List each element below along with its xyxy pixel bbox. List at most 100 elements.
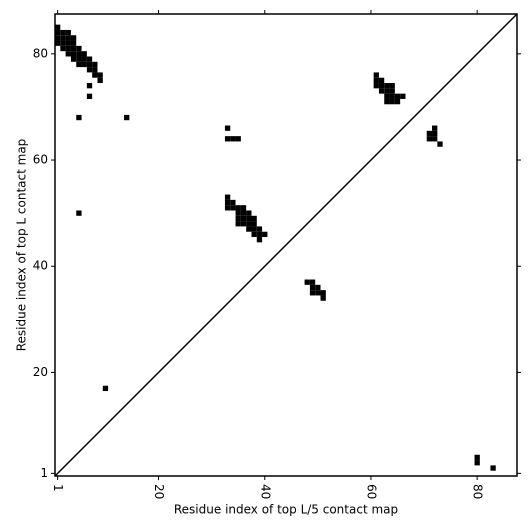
- contact-cell: [81, 51, 87, 57]
- contact-cell: [490, 465, 496, 471]
- contact-cell: [65, 35, 71, 41]
- contact-cell: [60, 35, 66, 41]
- y-tick-label: 80: [33, 46, 48, 60]
- contact-cell: [97, 77, 103, 84]
- contact-cell: [262, 231, 268, 238]
- contact-cell: [320, 295, 326, 301]
- contact-cell: [70, 35, 77, 41]
- contact-cell: [224, 199, 231, 206]
- contact-cell: [378, 88, 385, 94]
- contact-cell: [315, 284, 321, 291]
- contact-cell: [55, 24, 61, 30]
- contact-cell: [251, 226, 257, 232]
- x-tick-label: 1: [51, 484, 65, 492]
- contact-cell: [304, 279, 310, 285]
- contact-cell: [373, 77, 379, 84]
- contact-cell: [384, 83, 390, 89]
- contact-cell: [389, 88, 395, 94]
- contact-cell: [86, 61, 93, 68]
- y-axis-label: Residue index of top L contact map: [15, 139, 29, 352]
- contact-cell: [55, 40, 61, 46]
- contact-cell: [235, 136, 241, 142]
- x-axis-label: Residue index of top L/5 contact map: [174, 503, 398, 517]
- contact-cell: [384, 93, 390, 99]
- diagonal: [54, 13, 518, 477]
- contact-cell: [230, 205, 236, 211]
- contact-cell: [240, 205, 247, 211]
- contact-cell: [65, 51, 71, 57]
- contact-cell: [251, 215, 257, 222]
- contact-cell: [92, 72, 98, 78]
- contact-cell: [97, 72, 103, 78]
- contact-cell: [432, 130, 438, 137]
- contact-cell: [246, 226, 252, 232]
- contact-cell: [70, 45, 77, 52]
- contact-cell: [235, 221, 241, 227]
- contact-cell: [240, 215, 247, 222]
- contact-cell: [251, 221, 257, 227]
- contact-cell: [86, 56, 93, 62]
- contact-cell: [437, 141, 443, 147]
- contact-cell: [474, 454, 480, 461]
- contact-cell: [240, 210, 247, 216]
- contact-cell: [246, 221, 252, 227]
- x-tick-label: 20: [152, 484, 166, 499]
- x-tick-label: 80: [471, 484, 485, 499]
- contact-cell: [240, 221, 247, 227]
- contact-cell: [224, 136, 231, 142]
- contact-cell: [92, 61, 98, 68]
- contact-cell: [256, 226, 263, 232]
- contact-cell: [86, 83, 93, 89]
- contact-cell: [235, 205, 241, 211]
- contact-cell: [102, 385, 109, 392]
- contact-cell: [224, 194, 231, 200]
- contact-cell: [81, 56, 87, 62]
- contact-cell: [76, 114, 82, 121]
- contact-cell: [432, 125, 438, 131]
- plot-frame: [54, 13, 518, 477]
- contact-cell: [70, 51, 77, 57]
- contact-cell: [400, 93, 406, 99]
- contact-cell: [378, 83, 385, 89]
- contact-cell: [426, 130, 433, 137]
- contact-cell: [246, 210, 252, 216]
- contact-cell: [309, 279, 316, 285]
- contact-cell: [76, 210, 82, 216]
- y-tick-label: 1: [40, 466, 48, 480]
- contact-cell: [60, 29, 66, 36]
- contact-cell: [65, 40, 71, 46]
- contact-cell: [309, 290, 316, 296]
- contact-cell: [251, 231, 257, 238]
- contact-cell: [92, 67, 98, 73]
- contact-cell: [235, 210, 241, 216]
- contact-cell: [81, 61, 87, 68]
- contact-cell: [124, 114, 130, 121]
- contact-cell: [76, 51, 82, 57]
- x-tick-label: 60: [364, 484, 378, 499]
- contact-cell: [235, 215, 241, 222]
- contact-cell: [320, 290, 326, 296]
- contact-cell: [315, 290, 321, 296]
- contact-cell: [309, 284, 316, 291]
- contact-cell: [256, 237, 263, 243]
- contact-cell: [384, 88, 390, 94]
- contact-cell: [70, 40, 77, 46]
- contact-cell: [394, 93, 401, 99]
- contact-cell: [55, 35, 61, 41]
- contact-cell: [224, 125, 231, 131]
- contact-cell: [230, 199, 236, 206]
- contact-cell: [65, 29, 71, 36]
- contact-cell: [76, 45, 82, 52]
- contact-cell: [373, 72, 379, 78]
- y-tick-label: 20: [33, 365, 48, 379]
- contact-cell: [60, 45, 66, 52]
- contact-cell: [432, 136, 438, 142]
- y-tick-label: 40: [33, 259, 48, 273]
- contact-cell: [70, 56, 77, 62]
- contact-cell: [86, 93, 93, 99]
- contact-cell: [389, 93, 395, 99]
- contact-cell: [256, 231, 263, 238]
- contact-cell: [76, 56, 82, 62]
- contact-cell: [86, 67, 93, 73]
